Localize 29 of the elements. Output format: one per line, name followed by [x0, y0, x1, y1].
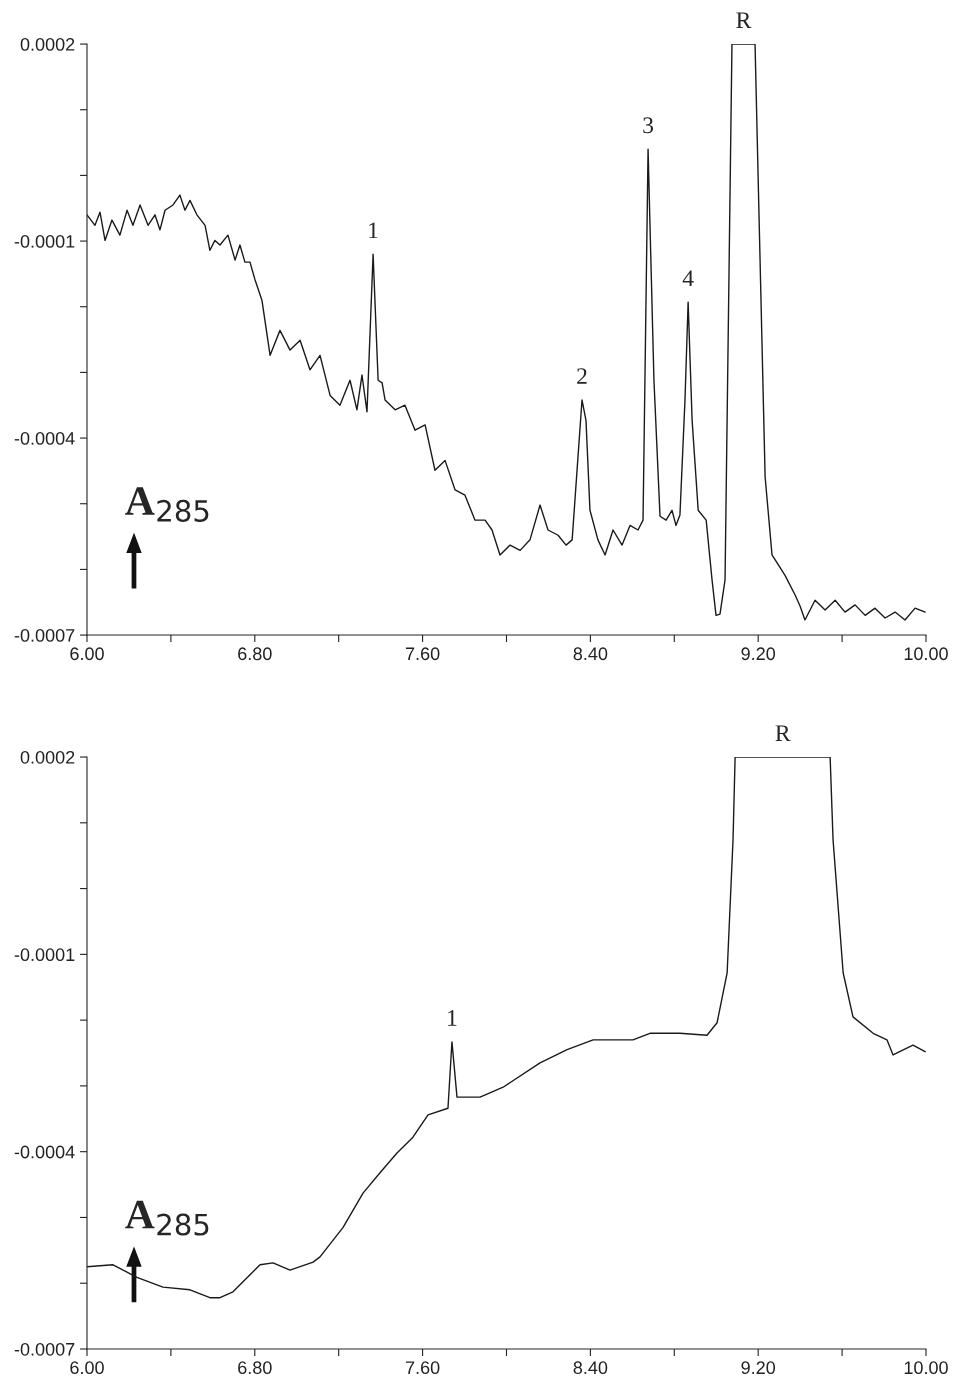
y-tick-label: -0.0007: [14, 1342, 75, 1356]
y-tick-label: 0.0002: [20, 38, 75, 51]
annotation: 4: [682, 270, 694, 286]
x-tick-label: 6.00: [70, 1361, 104, 1375]
annotation: R: [736, 12, 752, 28]
annotation: R: [775, 725, 791, 741]
x-tick-label: 10.00: [904, 1361, 948, 1375]
x-tick-label: 6.00: [70, 647, 104, 661]
annotation: 1: [369, 222, 378, 239]
y-tick-label: -0.0004: [14, 432, 75, 445]
x-tick-label: 8.40: [573, 1361, 608, 1375]
x-tick-label: 6.80: [238, 1361, 272, 1375]
x-tick-label: 6.80: [238, 647, 272, 661]
x-tick-label: 7.60: [405, 647, 440, 661]
annotation: A$_{285}$: [125, 487, 209, 522]
annotation: 3: [643, 117, 654, 134]
x-tick-label: 7.60: [405, 1361, 440, 1375]
annotation: 1: [448, 1010, 457, 1026]
y-tick-label: -0.0007: [14, 629, 75, 642]
x-tick-label: 9.20: [741, 1361, 776, 1375]
y-tick-label: -0.0004: [14, 1145, 75, 1159]
annotation: A$_{285}$: [125, 1200, 209, 1236]
annotation: 2: [577, 368, 587, 384]
x-tick-label: 9.20: [741, 647, 776, 661]
y-tick-label: 0.0002: [20, 750, 75, 764]
x-tick-label: 10.00: [904, 647, 948, 661]
x-tick-label: 8.40: [573, 647, 608, 661]
y-tick-label: -0.0001: [14, 948, 75, 962]
y-tick-label: -0.0001: [14, 235, 75, 248]
